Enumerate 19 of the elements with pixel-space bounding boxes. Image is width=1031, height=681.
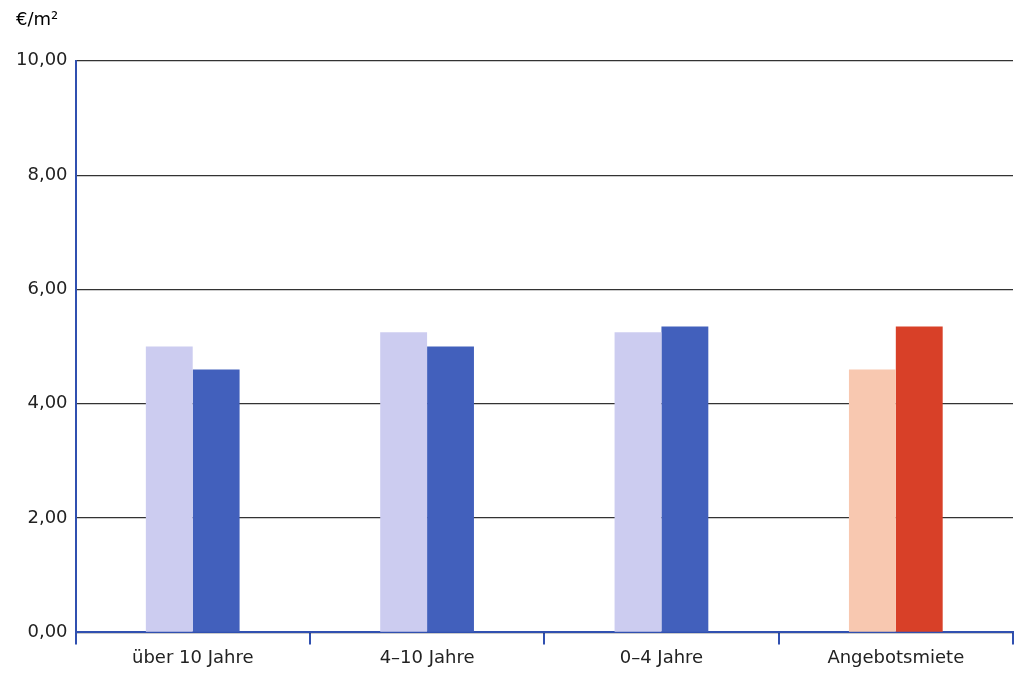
- y-tick-label: 2,00: [27, 505, 68, 527]
- x-tick-label: Angebotsmiete: [827, 645, 965, 667]
- bar: [427, 346, 474, 632]
- y-tick-label: 4,00: [27, 391, 68, 413]
- bar: [380, 332, 428, 632]
- x-tick-label: über 10 Jahre: [131, 645, 254, 667]
- y-tick-label: 8,00: [27, 162, 68, 184]
- bar: [848, 369, 896, 632]
- bar: [192, 369, 240, 632]
- y-axis-title: €/m²: [15, 8, 60, 31]
- y-tick-label: 6,00: [27, 277, 68, 299]
- y-tick-label: 0,00: [27, 620, 68, 642]
- bar: [145, 346, 193, 632]
- y-tick-label: 10,00: [16, 48, 68, 70]
- bar: [614, 332, 662, 632]
- bar: [895, 326, 943, 632]
- bar: [661, 326, 709, 632]
- x-tick-label: 4–10 Jahre: [379, 645, 475, 667]
- x-tick-label: 0–4 Jahre: [619, 645, 704, 667]
